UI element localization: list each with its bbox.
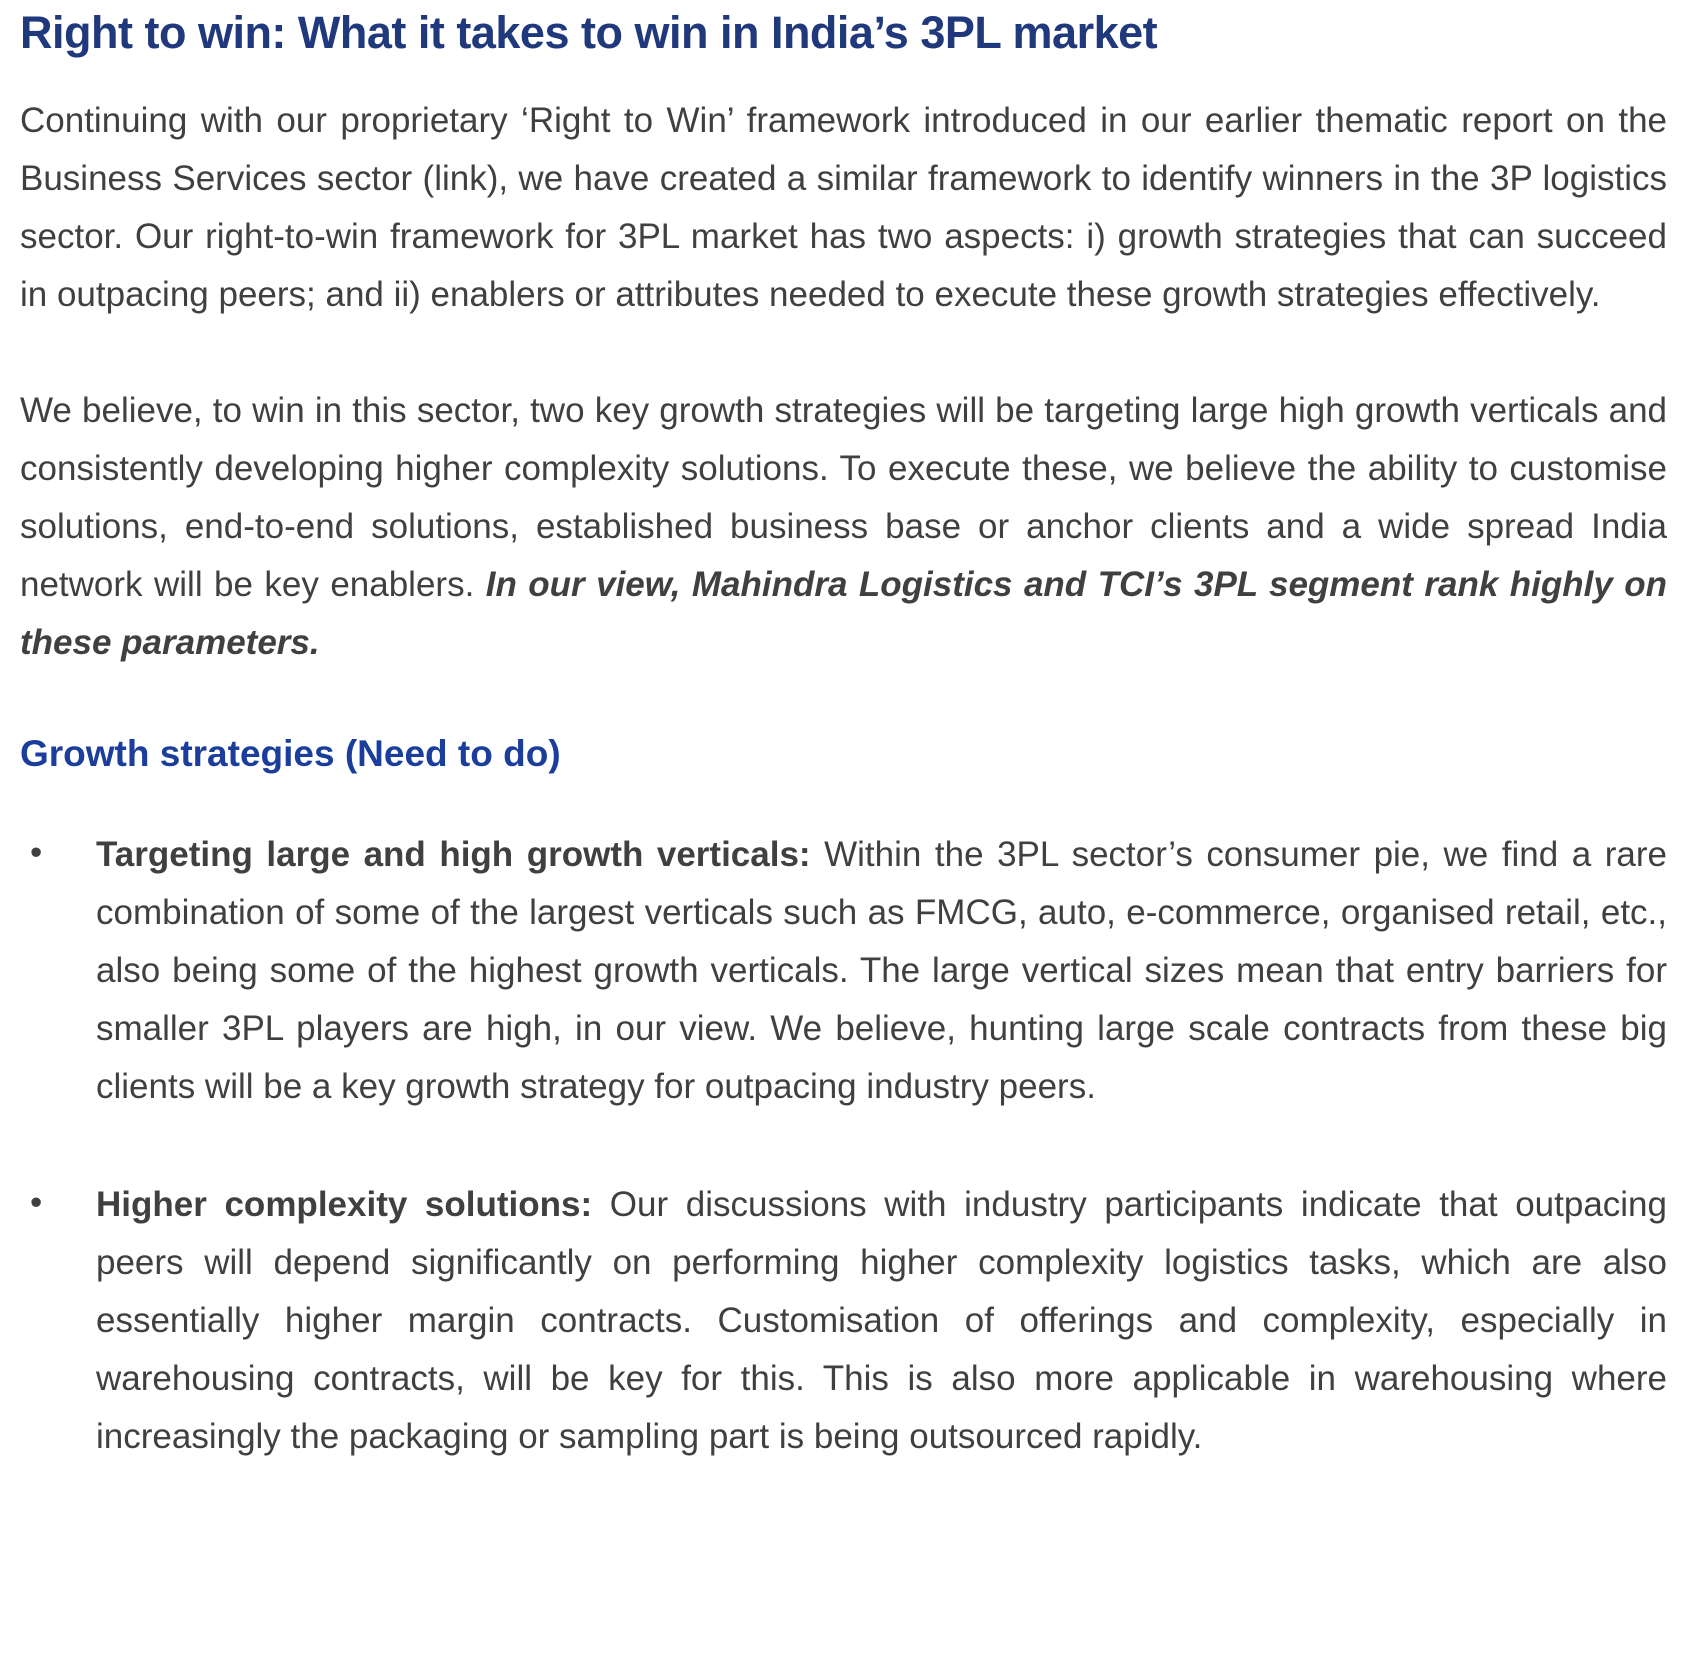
bullet-body-text: Our discussions with industry participan… — [96, 1185, 1667, 1456]
page-title: Right to win: What it takes to win in In… — [20, 7, 1158, 58]
list-item-targeting-verticals: • Targeting large and high growth vertica… — [20, 826, 1667, 1116]
bullet-icon: • — [30, 833, 43, 872]
list-item-higher-complexity: • Higher complexity solutions: Our discus… — [20, 1176, 1667, 1466]
belief-paragraph: We believe, to win in this sector, two k… — [20, 382, 1667, 672]
growth-strategies-bullet-list: • Targeting large and high growth vertica… — [20, 826, 1667, 1466]
intro-paragraph: Continuing with our proprietary ‘Right t… — [20, 92, 1667, 324]
bullet-lead-text: Higher complexity solutions: — [96, 1185, 593, 1224]
intro-text-after-link: ), we have created a similar framework t… — [20, 159, 1667, 314]
bullet-body-text: Within the 3PL sector’s consumer pie, we… — [96, 835, 1667, 1106]
belief-emphasis-text: In our view, Mahindra Logistics and TCI’… — [20, 565, 1667, 662]
inline-link[interactable]: link — [434, 159, 487, 198]
belief-text: We believe, to win in this sector, two k… — [20, 391, 1667, 604]
section-heading-growth-strategies: Growth strategies (Need to do) — [20, 733, 561, 774]
bullet-lead-text: Targeting large and high growth vertical… — [96, 835, 811, 874]
intro-text-before-link: Continuing with our proprietary ‘Right t… — [20, 101, 1667, 198]
report-page: Right to win: What it takes to win in In… — [20, 7, 1667, 1466]
bullet-icon: • — [30, 1183, 43, 1222]
